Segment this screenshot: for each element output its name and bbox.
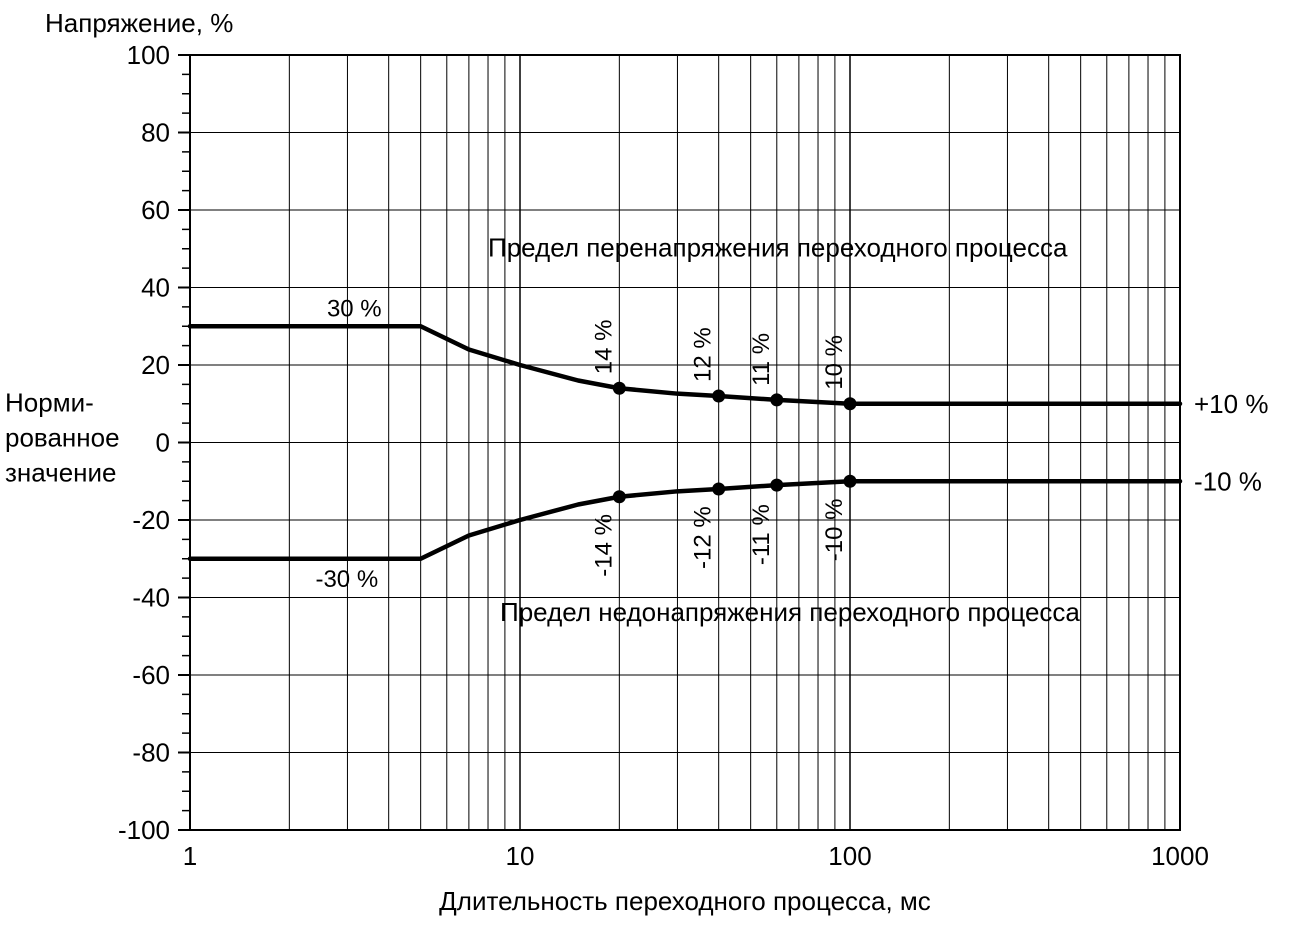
lower-curve-label: Предел недонапряжения переходного процес… <box>500 597 1080 627</box>
upper-marker-label: 11 % <box>748 333 775 386</box>
lower-marker-label: -14 % <box>590 514 617 577</box>
lower-marker <box>712 483 725 496</box>
voltage-transient-chart: -100 -80 -60 -40 -20 0 20 40 60 80 100 1 10 100 1000 На… <box>0 0 1295 931</box>
lower-flat-label: -30 % <box>315 566 378 593</box>
lower-marker-label: -12 % <box>690 506 717 569</box>
upper-marker-label: 14 % <box>590 320 617 375</box>
x-tick-label: 10 <box>506 841 535 871</box>
x-axis-title: Длительность переходного процесса, мс <box>439 886 931 916</box>
upper-marker-label: 12 % <box>690 327 717 382</box>
upper-marker <box>712 390 725 403</box>
y-axis-title: Напряжение, % <box>45 8 233 38</box>
lower-marker-label: -11 % <box>748 504 775 565</box>
y-tick-label: 100 <box>127 40 170 70</box>
x-tick-label: 1 <box>183 841 197 871</box>
lower-marker-label: -10 % <box>821 499 848 562</box>
lower-marker <box>844 475 857 488</box>
left-label-3: значение <box>5 457 117 487</box>
chart-bg <box>0 0 1295 931</box>
y-tick-label: -20 <box>132 505 170 535</box>
upper-curve-label: Предел перенапряжения переходного процес… <box>488 233 1068 263</box>
upper-marker-label: 10 % <box>821 335 848 390</box>
lower-marker <box>613 490 626 503</box>
upper-flat-label: 30 % <box>327 295 382 322</box>
y-tick-label: 40 <box>141 273 170 303</box>
upper-marker <box>844 397 857 410</box>
y-tick-label: -40 <box>132 583 170 613</box>
y-tick-label: 80 <box>141 118 170 148</box>
left-label-1: Норми- <box>5 388 94 418</box>
lower-marker <box>770 479 783 492</box>
x-tick-label: 1000 <box>1151 841 1209 871</box>
y-tick-label: -60 <box>132 660 170 690</box>
chart-container: -100 -80 -60 -40 -20 0 20 40 60 80 100 1 10 100 1000 На… <box>0 0 1295 931</box>
y-tick-label: 0 <box>156 428 170 458</box>
y-tick-label: 20 <box>141 350 170 380</box>
upper-marker <box>770 393 783 406</box>
y-tick-label: 60 <box>141 195 170 225</box>
upper-marker <box>613 382 626 395</box>
left-label-2: рованное <box>5 422 120 452</box>
upper-right-label: +10 % <box>1194 389 1268 419</box>
y-tick-label: -100 <box>118 815 170 845</box>
lower-right-label: -10 % <box>1194 466 1262 496</box>
y-tick-label: -80 <box>132 738 170 768</box>
x-tick-label: 100 <box>828 841 871 871</box>
